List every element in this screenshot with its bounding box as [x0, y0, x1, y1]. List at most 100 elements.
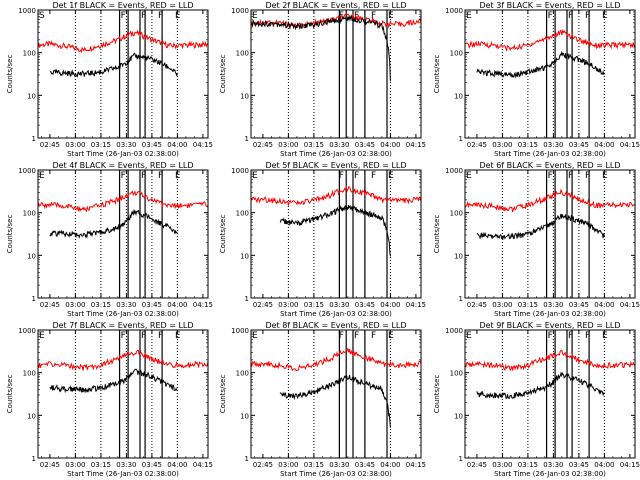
y-tick-label: 1 [459, 295, 463, 303]
y-tick-label: 1000 [445, 7, 463, 15]
interval-marker-label: E [252, 171, 258, 181]
x-tick-label: 04:15 [406, 461, 426, 469]
x-tick-label: 03:30 [543, 141, 563, 149]
x-tick-label: 03:15 [91, 141, 111, 149]
x-tick-label: 04:00 [167, 141, 187, 149]
chart-panel-9: 1 10 100 1000 02:45 03:00 03:15 03:30 03:45 04:00… [433, 321, 640, 478]
x-axis-label: Start Time (26-Jan-03 02:38:00) [280, 150, 392, 158]
series-line-events [476, 50, 605, 79]
y-tick-label: 1 [459, 135, 463, 143]
x-tick-label: 03:45 [142, 141, 162, 149]
x-tick-label: 03:45 [355, 141, 375, 149]
x-tick-label: 03:00 [278, 141, 298, 149]
y-axis-label: Counts/sec [433, 215, 441, 254]
series-line-lld [464, 188, 636, 212]
plot-frame [250, 169, 422, 299]
interval-marker-label: F [568, 331, 573, 341]
x-tick-label: 03:30 [116, 301, 136, 309]
x-tick-label: 03:15 [91, 301, 111, 309]
x-tick-label: 03:45 [142, 301, 162, 309]
interval-marker-label: E [175, 331, 181, 341]
chart-panel-4: 1 10 100 1000 02:45 03:00 03:15 03:30 03:45 04:00… [6, 161, 213, 318]
interval-marker-label: E [466, 11, 472, 21]
y-tick-label: 100 [23, 50, 36, 58]
x-tick-label: 04:15 [193, 141, 213, 149]
x-tick-label: 02:45 [40, 301, 60, 309]
x-tick-label: 02:45 [467, 461, 487, 469]
y-tick-label: 100 [236, 50, 249, 58]
interval-marker-label: F [548, 171, 553, 181]
y-tick-label: 10 [240, 412, 249, 420]
x-tick-label: 03:00 [278, 461, 298, 469]
x-tick-label: 04:15 [193, 301, 213, 309]
x-tick-label: 03:00 [492, 461, 512, 469]
interval-marker-label: E [388, 171, 394, 181]
chart-panel-3: 1 10 100 1000 02:45 03:00 03:15 03:30 03:45 04:00… [433, 1, 640, 158]
interval-marker-label: F [141, 171, 146, 181]
x-tick-label: 04:15 [406, 301, 426, 309]
y-tick-label: 100 [23, 210, 36, 218]
y-tick-label: 1 [32, 295, 36, 303]
y-tick-label: 1000 [231, 7, 249, 15]
x-tick-label: 03:30 [543, 301, 563, 309]
x-tick-label: 04:15 [620, 461, 640, 469]
plot-frame [464, 9, 636, 139]
interval-marker-label: F [339, 331, 344, 341]
interval-marker-label: E [602, 331, 608, 341]
x-tick-label: 03:15 [518, 301, 538, 309]
series-line-events [279, 374, 391, 428]
chart-title: Det 7f BLACK = Events, RED = LLD [52, 321, 193, 330]
y-tick-label: 1000 [231, 327, 249, 335]
x-tick-label: 04:00 [167, 301, 187, 309]
interval-marker-label: F [548, 11, 553, 21]
series-line-events [49, 209, 178, 240]
series-line-events [49, 52, 178, 78]
plot-frame [464, 169, 636, 299]
plot-frame [250, 329, 422, 459]
x-tick-label: 03:45 [142, 461, 162, 469]
chart-title: Det 5f BLACK = Events, RED = LLD [265, 161, 406, 170]
interval-marker-label: F [158, 11, 163, 21]
y-tick-label: 10 [27, 92, 36, 100]
series-line-events [476, 371, 605, 400]
x-tick-label: 03:15 [91, 461, 111, 469]
chart-title: Det 1f BLACK = Events, RED = LLD [52, 1, 193, 10]
chart-title: Det 6f BLACK = Events, RED = LLD [479, 161, 620, 170]
x-axis-label: Start Time (26-Jan-03 02:38:00) [494, 310, 606, 318]
x-tick-label: 03:00 [65, 301, 85, 309]
x-tick-label: 03:00 [65, 461, 85, 469]
x-tick-label: 04:00 [380, 461, 400, 469]
interval-marker-label: F [585, 171, 590, 181]
interval-marker-label: E [252, 331, 258, 341]
interval-marker-label: F [371, 11, 376, 21]
y-axis-label: Counts/sec [6, 55, 14, 94]
x-tick-label: 04:00 [594, 461, 614, 469]
interval-marker-label: E [252, 11, 258, 21]
interval-marker-label: F [141, 331, 146, 341]
y-tick-label: 1 [32, 455, 36, 463]
interval-marker-label: F [354, 11, 359, 21]
series-line-events [476, 213, 605, 240]
interval-marker-label: E [175, 11, 181, 21]
x-tick-label: 04:15 [620, 141, 640, 149]
interval-marker-label: F [354, 171, 359, 181]
y-tick-label: 100 [450, 370, 463, 378]
x-axis-label: Start Time (26-Jan-03 02:38:00) [67, 470, 179, 478]
interval-marker-label: F [585, 331, 590, 341]
y-tick-label: 1000 [18, 327, 36, 335]
series-line-lld [464, 349, 636, 372]
x-tick-label: 03:30 [329, 461, 349, 469]
interval-marker-label: F [158, 171, 163, 181]
x-tick-label: 03:30 [329, 141, 349, 149]
plot-frame [37, 329, 209, 459]
x-tick-label: 03:30 [116, 141, 136, 149]
series-line-lld [465, 28, 636, 52]
interval-marker-label: F [568, 171, 573, 181]
x-tick-label: 02:45 [467, 301, 487, 309]
x-tick-label: 04:15 [193, 461, 213, 469]
y-tick-label: 10 [454, 252, 463, 260]
interval-marker-label: E [39, 171, 45, 181]
y-axis-label: Counts/sec [6, 215, 14, 254]
x-tick-label: 03:00 [492, 141, 512, 149]
